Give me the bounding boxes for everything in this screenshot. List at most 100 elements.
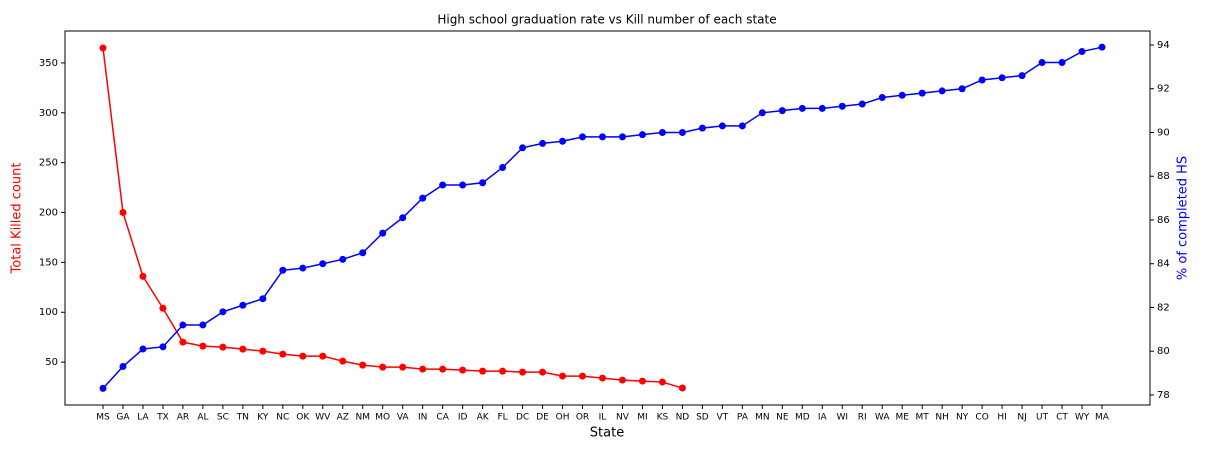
data-point	[299, 352, 307, 360]
data-point	[159, 343, 167, 351]
data-point	[618, 133, 626, 141]
data-point	[319, 260, 327, 268]
x-tick-label: GA	[116, 413, 130, 423]
x-tick-label: MI	[637, 413, 647, 423]
data-point	[319, 352, 327, 360]
data-point	[399, 363, 407, 371]
data-point	[838, 102, 846, 110]
x-tick-label: NY	[956, 413, 969, 423]
data-point	[379, 229, 387, 237]
x-tick-label: ND	[676, 413, 690, 423]
data-point	[559, 137, 567, 145]
data-point	[279, 266, 287, 274]
data-point	[159, 304, 167, 312]
data-point	[638, 131, 646, 139]
data-point	[199, 321, 207, 329]
data-point	[698, 124, 706, 132]
data-point	[439, 365, 447, 373]
data-point	[758, 109, 766, 117]
x-tick-label: KY	[257, 413, 269, 423]
x-tick-label: SC	[217, 413, 229, 423]
data-point	[1078, 48, 1086, 56]
y-tick-label: 350	[39, 58, 58, 69]
x-tick-label: ME	[895, 413, 909, 423]
x-tick-label: MA	[1095, 413, 1110, 423]
data-point	[479, 179, 487, 187]
data-point	[459, 181, 467, 189]
y2-tick-label: 80	[1157, 346, 1170, 357]
series-line	[102, 47, 683, 389]
data-point	[499, 367, 507, 375]
x-tick-label: AK	[477, 413, 490, 423]
chart-title: High school graduation rate vs Kill numb…	[437, 13, 776, 27]
data-point	[379, 363, 387, 371]
data-point	[798, 104, 806, 112]
y-tick-label: 50	[45, 357, 58, 368]
data-point	[1098, 43, 1106, 51]
x-tick-label: IL	[599, 413, 607, 423]
data-point	[678, 384, 686, 392]
data-point	[459, 366, 467, 374]
data-point	[579, 133, 587, 141]
data-point	[259, 347, 267, 355]
y2-tick-label: 84	[1157, 259, 1170, 270]
x-axis-label: State	[590, 426, 624, 441]
data-point	[1038, 58, 1046, 66]
data-point	[818, 104, 826, 112]
x-tick-label: LA	[137, 413, 149, 423]
data-point	[519, 144, 527, 152]
data-point	[359, 361, 367, 369]
data-point	[658, 378, 666, 386]
data-point	[499, 163, 507, 171]
x-tick-label: NJ	[1017, 413, 1026, 423]
y2-tick-label: 94	[1157, 40, 1170, 51]
data-point	[419, 365, 427, 373]
data-point	[239, 345, 247, 353]
data-point	[139, 345, 147, 353]
data-point	[778, 107, 786, 115]
x-tick-label: CT	[1056, 413, 1068, 423]
x-tick-label: MS	[96, 413, 110, 423]
data-point	[718, 122, 726, 130]
data-point	[618, 376, 626, 384]
x-tick-label: MN	[755, 413, 770, 423]
data-point	[1058, 58, 1066, 66]
x-tick-label: NC	[276, 413, 289, 423]
data-point	[539, 368, 547, 376]
data-point	[678, 128, 686, 136]
data-point	[638, 377, 646, 385]
data-point	[938, 87, 946, 95]
data-point	[219, 343, 227, 351]
x-tick-label: SD	[696, 413, 709, 423]
x-tick-label: MD	[795, 413, 810, 423]
data-point	[179, 338, 187, 346]
x-tick-label: AZ	[337, 413, 349, 423]
y-tick-label: 200	[39, 208, 58, 219]
data-point	[1018, 72, 1026, 80]
y-axis-label: Total Killed count	[10, 163, 25, 275]
x-tick-label: AL	[197, 413, 208, 423]
x-tick-label: HI	[997, 413, 1006, 423]
x-tick-label: KS	[657, 413, 669, 423]
data-point	[958, 85, 966, 93]
x-tick-label: CA	[436, 413, 449, 423]
x-tick-label: OR	[576, 413, 589, 423]
data-point	[599, 133, 606, 141]
x-tick-label: OK	[296, 413, 310, 423]
x-tick-label: VA	[397, 413, 410, 423]
data-point	[658, 128, 666, 136]
x-tick-label: UT	[1036, 413, 1049, 423]
data-point	[199, 342, 207, 350]
x-tick-label: CO	[975, 413, 988, 423]
data-point	[479, 367, 487, 375]
y2-tick-label: 86	[1157, 215, 1170, 226]
x-tick-label: ID	[458, 413, 468, 423]
series-line	[102, 46, 1103, 389]
data-point	[399, 214, 407, 222]
x-tick-label: NM	[355, 413, 370, 423]
data-point	[259, 295, 267, 303]
data-point	[599, 374, 606, 382]
data-point	[139, 272, 147, 280]
data-point	[119, 363, 127, 371]
